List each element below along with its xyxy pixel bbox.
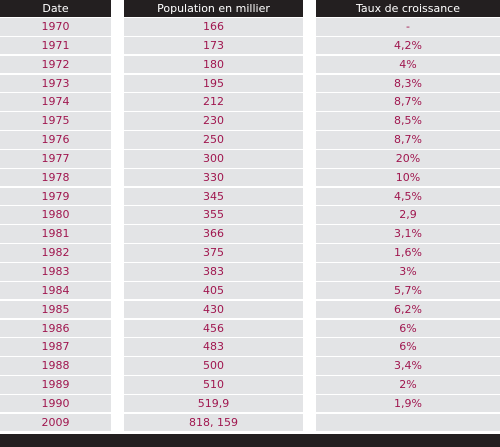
cell-population: 173: [124, 36, 303, 55]
cell-date: 1971: [0, 36, 111, 55]
cell-date: 1974: [0, 93, 111, 111]
table-row: 1977 300 20%: [0, 149, 500, 169]
cell-growth-rate: 4,2%: [316, 36, 500, 55]
cell-growth-rate: 4,5%: [316, 187, 500, 206]
cell-date: 1981: [0, 225, 111, 243]
cell-date: 1977: [0, 149, 111, 168]
cell-date: 1979: [0, 187, 111, 206]
cell-population: 300: [124, 149, 303, 168]
cell-growth-rate: 10%: [316, 168, 500, 187]
cell-population: 230: [124, 112, 303, 130]
cell-date: 1982: [0, 244, 111, 262]
table-row: 1974 212 8,7%: [0, 93, 500, 112]
cell-growth-rate: [316, 413, 500, 432]
cell-population: 405: [124, 281, 303, 300]
cell-population: 510: [124, 376, 303, 394]
cell-population: 166: [124, 18, 303, 36]
cell-growth-rate: 1,9%: [316, 394, 500, 413]
cell-growth-rate: 6%: [316, 319, 500, 338]
table-row: 1988 500 3,4%: [0, 357, 500, 376]
cell-population: 519,9: [124, 394, 303, 413]
table-row: 1981 366 3,1%: [0, 225, 500, 244]
table-row: 1973 195 8,3%: [0, 74, 500, 94]
cell-growth-rate: 8,3%: [316, 74, 500, 93]
table-row: 1971 173 4,2%: [0, 36, 500, 56]
cell-population: 355: [124, 206, 303, 225]
table-footer-bar: [0, 434, 500, 447]
table-row: 1972 180 4%: [0, 55, 500, 75]
cell-population: 483: [124, 338, 303, 356]
table-row: 1987 483 6%: [0, 338, 500, 357]
cell-population: 383: [124, 262, 303, 281]
cell-population: 456: [124, 319, 303, 338]
table-row: 1982 375 1,6%: [0, 244, 500, 263]
cell-growth-rate: -: [316, 18, 500, 36]
cell-population: 818, 159: [124, 413, 303, 432]
cell-population: 345: [124, 187, 303, 206]
cell-growth-rate: 1,6%: [316, 244, 500, 262]
cell-date: 1978: [0, 168, 111, 187]
table-row: 1970 166-: [0, 18, 500, 37]
cell-growth-rate: 3,4%: [316, 357, 500, 375]
cell-growth-rate: 8,7%: [316, 93, 500, 111]
cell-population: 430: [124, 300, 303, 319]
cell-growth-rate: 2%: [316, 376, 500, 394]
cell-population: 366: [124, 225, 303, 243]
cell-date: 1984: [0, 281, 111, 300]
cell-population: 195: [124, 74, 303, 93]
table-row: 1990 519,9 1,9%: [0, 394, 500, 414]
cell-date: 2009: [0, 413, 111, 432]
cell-date: 1988: [0, 357, 111, 375]
cell-date: 1990: [0, 394, 111, 413]
cell-population: 330: [124, 168, 303, 187]
cell-date: 1987: [0, 338, 111, 356]
table-row: 1989 510 2%: [0, 376, 500, 395]
cell-population: 375: [124, 244, 303, 262]
cell-date: 1976: [0, 131, 111, 149]
table-row: 1985 430 6,2%: [0, 300, 500, 320]
table-row: 1983 383 3%: [0, 262, 500, 282]
cell-date: 1980: [0, 206, 111, 225]
cell-growth-rate: 3,1%: [316, 225, 500, 243]
table-header-row: Date Population en millier Taux de crois…: [0, 0, 500, 17]
table-row: 2009 818, 159: [0, 413, 500, 433]
cell-growth-rate: 8,7%: [316, 131, 500, 149]
table-row: 1976 250 8,7%: [0, 131, 500, 150]
cell-date: 1985: [0, 300, 111, 319]
table-body: 1970 166-1971 173 4,2% 1972 180 4% 1973 195 8,3% 1…: [0, 18, 500, 433]
table-row: 1980 355 2,9: [0, 206, 500, 225]
cell-date: 1973: [0, 74, 111, 93]
cell-date: 1975: [0, 112, 111, 130]
cell-population: 250: [124, 131, 303, 149]
cell-growth-rate: 6,2%: [316, 300, 500, 319]
cell-population: 500: [124, 357, 303, 375]
header-population: Population en millier: [124, 0, 303, 17]
cell-growth-rate: 4%: [316, 55, 500, 74]
cell-date: 1983: [0, 262, 111, 281]
cell-date: 1970: [0, 18, 111, 36]
table-row: 1979 345 4,5%: [0, 187, 500, 207]
table-row: 1984 405 5,7%: [0, 281, 500, 301]
table-row: 1975 230 8,5%: [0, 112, 500, 131]
table-row: 1978 330 10%: [0, 168, 500, 188]
cell-date: 1972: [0, 55, 111, 74]
cell-date: 1986: [0, 319, 111, 338]
cell-growth-rate: 8,5%: [316, 112, 500, 130]
cell-growth-rate: 20%: [316, 149, 500, 168]
cell-growth-rate: 5,7%: [316, 281, 500, 300]
cell-growth-rate: 6%: [316, 338, 500, 356]
header-growth-rate: Taux de croissance: [316, 0, 500, 17]
cell-population: 180: [124, 55, 303, 74]
table-row: 1986 456 6%: [0, 319, 500, 339]
header-date: Date: [0, 0, 111, 17]
cell-date: 1989: [0, 376, 111, 394]
cell-population: 212: [124, 93, 303, 111]
cell-growth-rate: 3%: [316, 262, 500, 281]
cell-growth-rate: 2,9: [316, 206, 500, 225]
